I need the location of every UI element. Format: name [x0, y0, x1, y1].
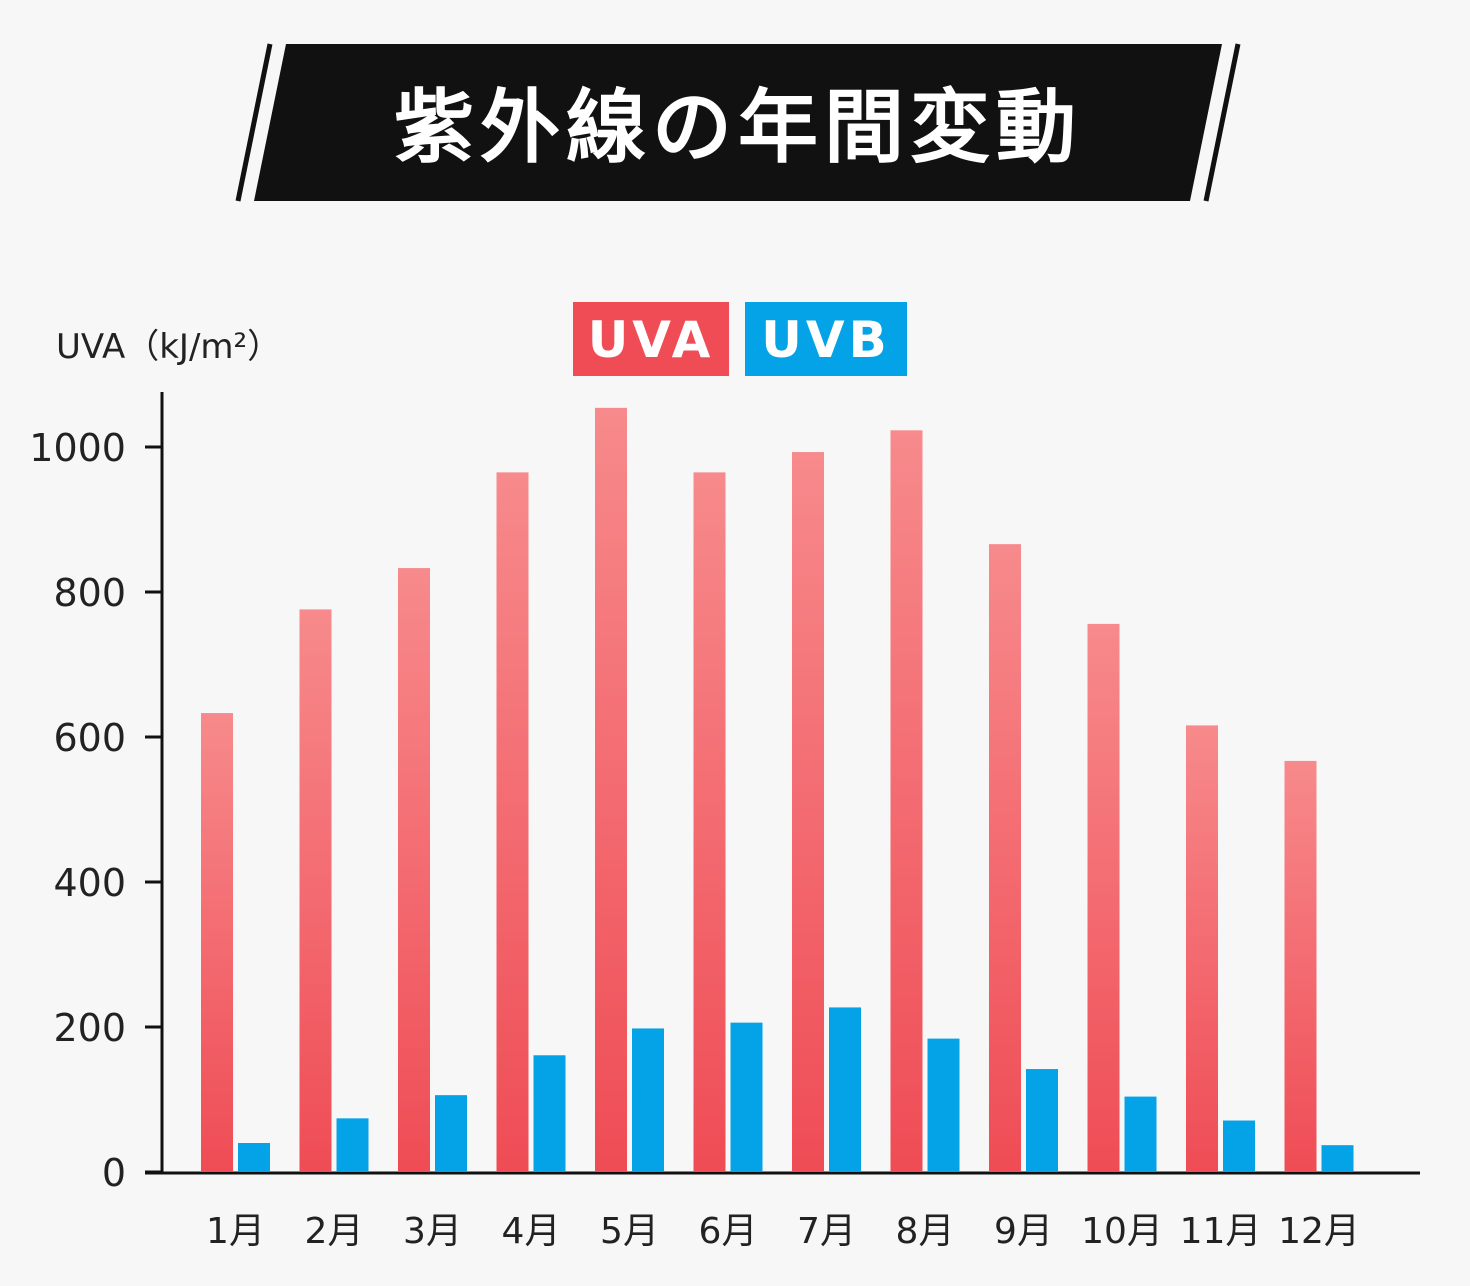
x-tick-label: 4月	[502, 1211, 561, 1252]
x-tick-label: 8月	[896, 1211, 955, 1252]
legend-uvb-swatch	[745, 302, 907, 376]
legend-uvb: UVB	[745, 302, 907, 376]
bar-uvb	[632, 1028, 664, 1172]
bar-uvb	[533, 1055, 566, 1172]
legend-uva-label: UVA	[588, 311, 715, 369]
bar-uvb	[730, 1022, 763, 1172]
x-tick-label: 1月	[206, 1211, 265, 1252]
x-tick-label: 12月	[1278, 1211, 1360, 1252]
bar-uva	[496, 472, 529, 1172]
x-tick-label: 7月	[797, 1211, 856, 1252]
bar-uva	[1186, 725, 1218, 1172]
x-tick-label: 5月	[600, 1211, 659, 1252]
bar-uva	[1087, 623, 1120, 1172]
title-banner: 紫外線の年間変動	[235, 43, 1241, 202]
bars	[201, 407, 1354, 1173]
bar-uvb	[435, 1095, 467, 1172]
bar-uva	[792, 452, 824, 1172]
x-tick-label: 10月	[1081, 1211, 1163, 1252]
x-tick-label: 11月	[1180, 1211, 1262, 1252]
bar-uvb	[829, 1007, 861, 1172]
y-axis-label: UVA（kJ/m²）	[56, 327, 281, 367]
bar-uvb	[1223, 1120, 1255, 1172]
bar-uva	[398, 568, 430, 1172]
x-tick-label: 6月	[699, 1211, 758, 1252]
y-tick-label: 800	[53, 571, 126, 615]
chart-title: 紫外線の年間変動	[394, 81, 1082, 174]
bar-uvb	[336, 1118, 369, 1172]
legend: UVA UVB	[573, 302, 907, 376]
bar-uva	[299, 609, 332, 1172]
x-tick-label: 9月	[994, 1211, 1053, 1252]
y-tick-label: 1000	[29, 426, 126, 470]
y-tick-label: 400	[53, 861, 126, 905]
bar-uva	[989, 544, 1021, 1172]
bar-uva	[201, 713, 233, 1172]
legend-uvb-label: UVB	[761, 311, 890, 369]
bar-uva	[1284, 760, 1317, 1172]
y-tick-label: 200	[53, 1006, 126, 1050]
bar-uva	[890, 430, 923, 1172]
bar-uva	[693, 472, 726, 1172]
legend-uva-swatch	[573, 302, 729, 376]
x-tick-label: 3月	[403, 1211, 462, 1252]
y-tick-label: 600	[53, 716, 126, 760]
y-ticks: 0 200 400 600 800 1000	[29, 426, 162, 1195]
bar-uva	[595, 407, 627, 1173]
y-tick-label: 0	[102, 1151, 126, 1195]
x-tick-label: 2月	[305, 1211, 364, 1252]
x-labels: 1月 2月 3月 4月 5月 6月 7月 8月 9月 10月 11月 12月	[206, 1211, 1360, 1252]
bar-uvb	[238, 1143, 270, 1172]
legend-uva: UVA	[573, 302, 729, 376]
bar-uvb	[1321, 1145, 1354, 1172]
bar-uvb	[1124, 1096, 1157, 1172]
bar-uvb	[1026, 1069, 1058, 1172]
bar-uvb	[927, 1038, 960, 1172]
